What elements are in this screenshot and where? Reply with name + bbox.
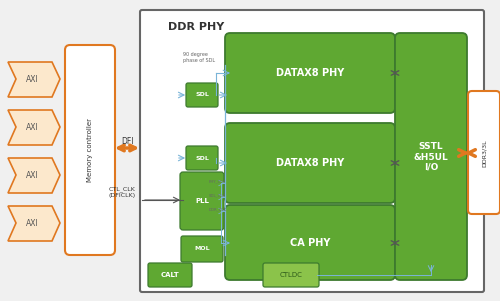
Text: CTLDC: CTLDC (280, 272, 302, 278)
Text: AXI: AXI (26, 219, 38, 228)
Polygon shape (8, 206, 60, 241)
Text: SDL: SDL (195, 156, 209, 160)
Text: SSTL
&H5UL
I/O: SSTL &H5UL I/O (414, 142, 448, 172)
FancyBboxPatch shape (468, 91, 500, 214)
FancyBboxPatch shape (225, 123, 395, 203)
Text: DDR_CLK: DDR_CLK (209, 207, 227, 211)
Text: PHY_CLK: PHY_CLK (209, 179, 226, 183)
Text: CTL_CLK
(DFICLK): CTL_CLK (DFICLK) (108, 186, 136, 198)
FancyBboxPatch shape (148, 263, 192, 287)
Text: 90 degree
phase of SDL: 90 degree phase of SDL (183, 52, 215, 63)
Text: AXI: AXI (26, 170, 38, 179)
FancyBboxPatch shape (181, 236, 223, 262)
Text: CALT: CALT (160, 272, 180, 278)
FancyBboxPatch shape (186, 83, 218, 107)
Text: DFI: DFI (121, 138, 133, 147)
FancyBboxPatch shape (225, 205, 395, 280)
FancyBboxPatch shape (140, 10, 484, 292)
Text: DATAX8 PHY: DATAX8 PHY (276, 68, 344, 78)
FancyBboxPatch shape (225, 33, 395, 113)
Polygon shape (8, 62, 60, 97)
FancyBboxPatch shape (263, 263, 319, 287)
FancyBboxPatch shape (65, 45, 115, 255)
FancyBboxPatch shape (186, 146, 218, 170)
FancyBboxPatch shape (180, 172, 224, 230)
Text: PLL: PLL (195, 198, 209, 204)
Text: DDR3/3L: DDR3/3L (482, 139, 486, 167)
FancyBboxPatch shape (395, 33, 467, 280)
Text: SDL_CLK: SDL_CLK (209, 193, 226, 197)
Polygon shape (8, 110, 60, 145)
Text: AXI: AXI (26, 75, 38, 83)
Text: Memory controller: Memory controller (87, 118, 93, 182)
Polygon shape (8, 158, 60, 193)
Text: DDR PHY: DDR PHY (168, 22, 224, 32)
Text: AXI: AXI (26, 123, 38, 132)
Text: DATAX8 PHY: DATAX8 PHY (276, 158, 344, 168)
Text: CA PHY: CA PHY (290, 238, 330, 248)
Text: SDL: SDL (195, 92, 209, 98)
Text: MOL: MOL (194, 247, 210, 252)
